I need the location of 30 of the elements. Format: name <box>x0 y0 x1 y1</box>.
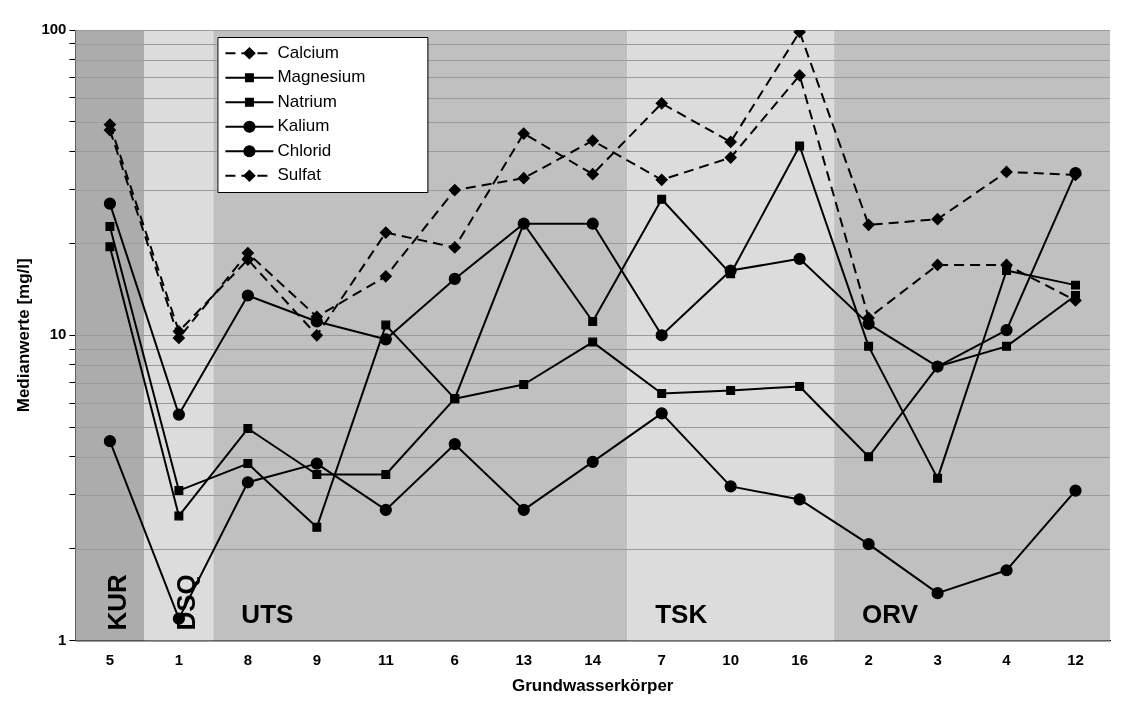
x-tick-label: 8 <box>243 650 253 668</box>
legend-label: Sulfat <box>277 165 322 185</box>
legend-label: Natrium <box>277 91 337 111</box>
x-tick-label: 16 <box>791 650 808 668</box>
y-axis-title: Medianwerte [mg/l] <box>13 258 33 413</box>
y-tick-label: 100 <box>41 20 67 38</box>
x-tick-label: 11 <box>377 650 394 668</box>
x-tick-label: 6 <box>450 650 459 668</box>
band-label: KUR <box>102 574 133 631</box>
legend-label: Chlorid <box>277 140 332 160</box>
x-tick-label: 10 <box>722 650 739 668</box>
y-tick-label: 1 <box>58 630 67 648</box>
x-tick-label: 9 <box>312 650 321 668</box>
x-tick-label: 4 <box>1002 650 1012 668</box>
x-tick-label: 1 <box>174 650 184 668</box>
legend-label: Kalium <box>277 116 330 136</box>
legend-label: Magnesium <box>277 67 366 87</box>
x-tick-label: 5 <box>105 650 115 668</box>
band-label: UTS <box>241 598 294 629</box>
x-tick-label: 2 <box>864 650 873 668</box>
x-tick-label: 13 <box>515 650 533 668</box>
x-tick-label: 14 <box>584 650 602 668</box>
band-label: ORV <box>862 598 919 629</box>
x-tick-label: 7 <box>657 650 666 668</box>
legend-label: Calcium <box>277 42 339 62</box>
x-tick-label: 3 <box>933 650 942 668</box>
band-label: TSK <box>655 598 708 629</box>
x-axis-title: Grundwasserkörper <box>511 676 674 696</box>
x-tick-label: 12 <box>1067 650 1084 668</box>
y-tick-label: 10 <box>49 325 67 343</box>
